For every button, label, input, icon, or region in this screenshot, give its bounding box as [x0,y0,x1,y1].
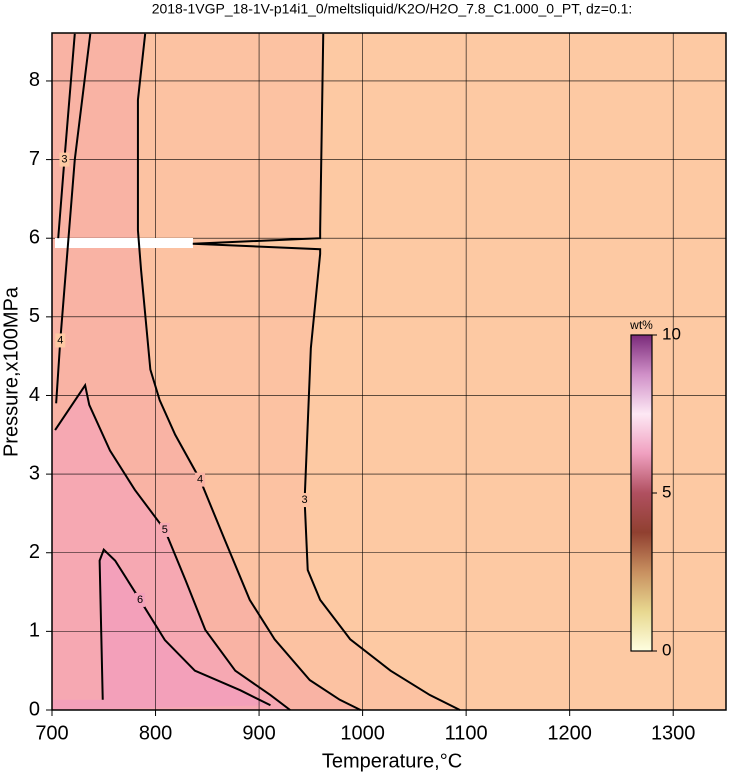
contour-label-bg [159,522,170,537]
colorbar-tick-label: 5 [662,482,671,501]
y-tick-label: 1 [29,620,40,642]
y-tick-label: 3 [29,462,40,484]
contour-label: 4 [197,474,203,486]
y-axis-label: Pressure,x100MPa [0,286,22,457]
contour-label: 5 [162,524,168,536]
chart-title: 2018-1VGP_18-1V-p14i1_0/meltsliquid/K2O/… [152,1,633,17]
contour-label: 4 [57,334,63,346]
contour-line [192,33,461,711]
contour-fill [52,549,271,710]
data-gap [55,238,193,248]
x-tick-label: 1200 [547,722,592,744]
contour-line [136,33,361,711]
colorbar-label: wt% [629,318,653,332]
contour-line [55,33,92,404]
colorbar [630,334,653,652]
contour-label-bg [59,152,70,167]
x-tick-label: 1300 [651,722,696,744]
contour-label: 3 [61,153,67,165]
y-tick-label: 6 [29,227,40,249]
contour-label-bg [55,333,66,348]
contour-label-bg [299,493,310,508]
contour-label: 6 [137,594,143,606]
x-tick-label: 1100 [445,722,488,744]
colorbar-tick-label: 10 [662,324,681,343]
colorbar-tick-label: 0 [662,640,671,659]
x-tick-label: 1000 [340,722,385,744]
y-tick-label: 8 [29,69,40,91]
x-axis-label: Temperature,°C [322,750,462,772]
y-tick-label: 7 [29,148,40,170]
contour-label-bg [135,592,146,607]
x-tick-label: 800 [139,722,172,744]
contour-label-bg [195,472,206,487]
y-tick-label: 2 [29,541,40,563]
y-tick-label: 4 [29,384,40,406]
x-tick-label: 700 [35,722,68,744]
contour-label: 3 [302,494,308,506]
plot-frame [51,32,727,711]
y-tick-label: 0 [29,698,40,720]
x-tick-label: 900 [242,722,275,744]
y-tick-label: 5 [29,305,40,327]
